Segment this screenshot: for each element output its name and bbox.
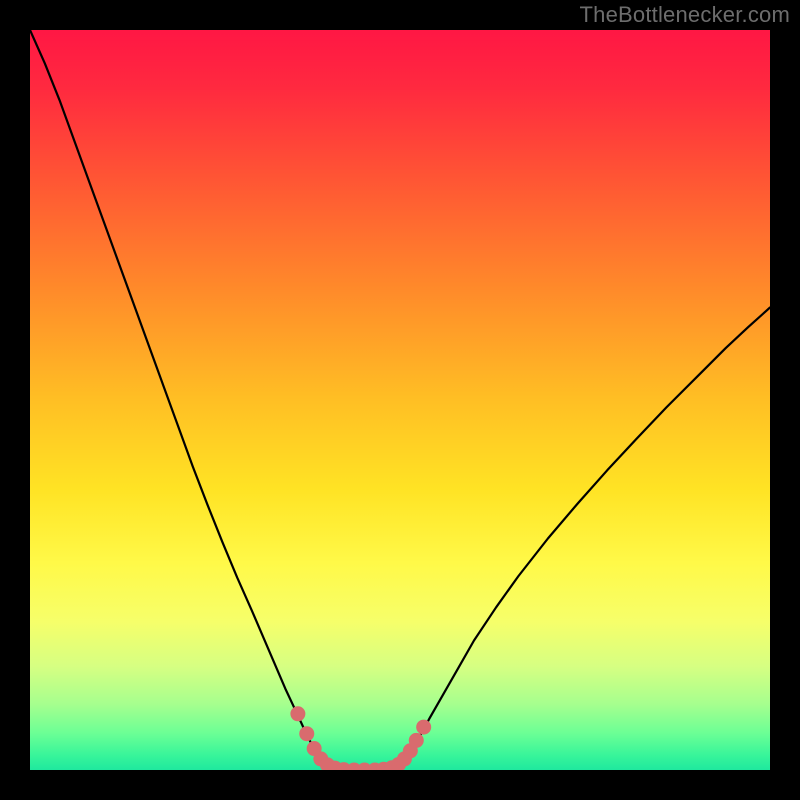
plot-svg — [30, 30, 770, 770]
watermark-text: TheBottlenecker.com — [580, 2, 790, 28]
gradient-rect — [30, 30, 770, 770]
curve-marker — [299, 726, 314, 741]
plot-area — [30, 30, 770, 770]
curve-marker — [409, 733, 424, 748]
curve-marker — [416, 720, 431, 735]
chart-container: TheBottlenecker.com — [0, 0, 800, 800]
curve-marker — [290, 706, 305, 721]
